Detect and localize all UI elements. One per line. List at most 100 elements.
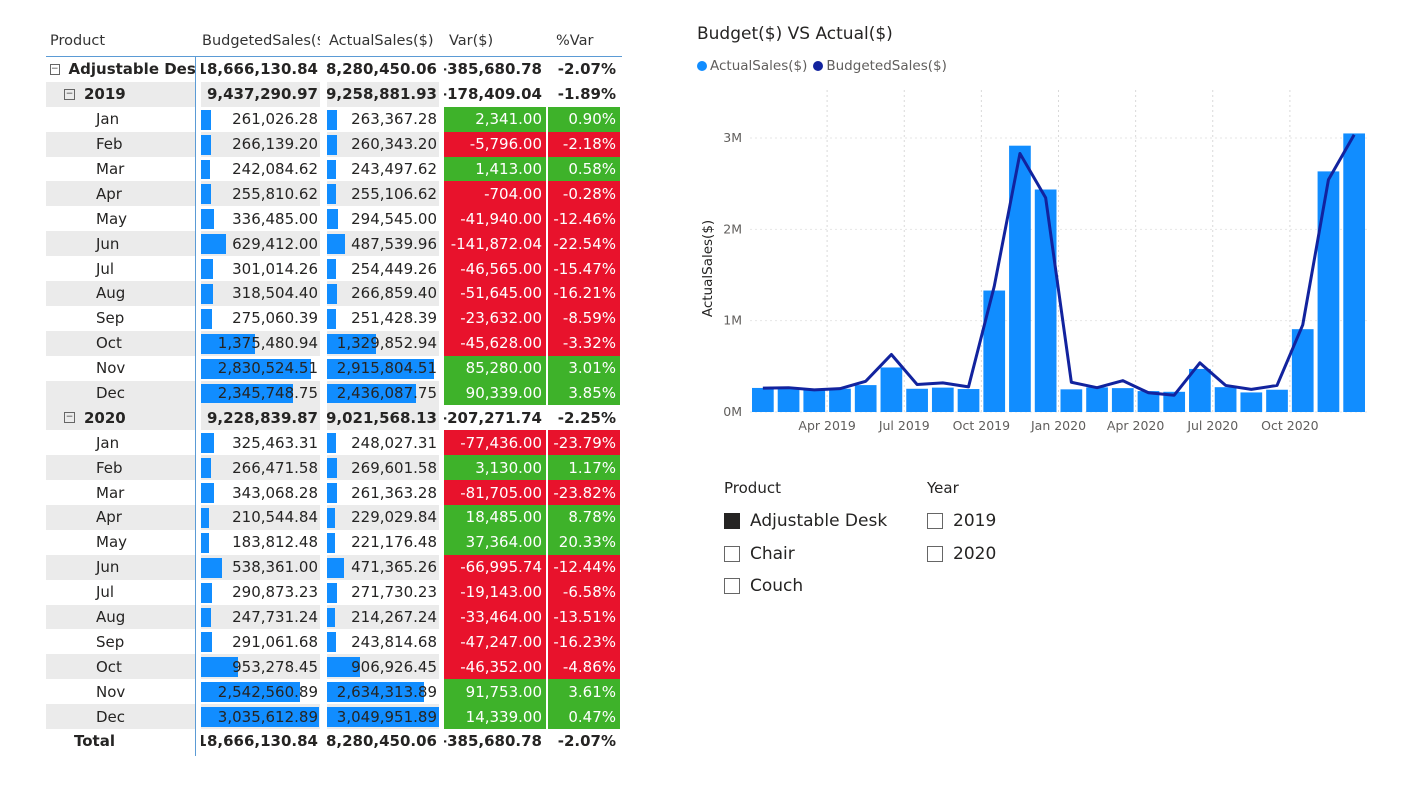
checkbox-icon[interactable] (724, 578, 740, 595)
actual-sales-bar[interactable] (1343, 133, 1365, 412)
x-tick-label: Apr 2019 (798, 418, 855, 433)
actual-data-bar (327, 607, 335, 628)
actual-sales-bar[interactable] (1291, 329, 1314, 412)
var-cell: -33,464.00 (444, 604, 546, 630)
actual-sales-bar[interactable] (1009, 145, 1031, 412)
product-option[interactable]: Couch (724, 570, 887, 603)
actual-data-bar (327, 682, 424, 703)
actual-sales-bar[interactable] (803, 389, 826, 412)
header-actual-sales[interactable]: ActualSales($) (329, 33, 434, 49)
checkbox-icon[interactable] (927, 545, 943, 562)
product-option[interactable]: Chair (724, 538, 887, 571)
collapse-icon[interactable]: − (64, 412, 75, 424)
header-var[interactable]: Var($) (449, 33, 494, 49)
checkbox-icon[interactable] (927, 513, 943, 530)
collapse-icon[interactable]: − (64, 88, 75, 100)
checkbox-icon[interactable] (724, 545, 740, 562)
actual-sales-cell: 266,859.40 (327, 281, 439, 306)
budgeted-sales-cell: 290,873.23 (201, 580, 320, 605)
budgeted-sales-cell: 325,463.31 (201, 430, 320, 455)
budgeted-value: 538,361.00 (232, 558, 318, 577)
header-budgeted-sales[interactable]: BudgetedSales($) (202, 33, 320, 49)
var-cell: 18,485.00 (444, 505, 546, 530)
row-label-cell: Oct (46, 330, 196, 356)
row-label: 2019 (84, 85, 126, 104)
product-option[interactable]: Adjustable Desk (724, 505, 887, 538)
var-cell: -19,143.00 (444, 579, 546, 605)
var-cell: -45,628.00 (444, 330, 546, 356)
x-tick-label: Jul 2019 (878, 418, 930, 433)
actual-sales-bar[interactable] (854, 385, 877, 412)
actual-sales-bar[interactable] (1163, 391, 1186, 412)
actual-sales-bar[interactable] (931, 387, 954, 412)
budgeted-value: 336,485.00 (232, 209, 318, 228)
row-label-cell: Nov (46, 679, 196, 704)
actual-sales-bar[interactable] (829, 388, 851, 412)
x-tick-label: Apr 2020 (1107, 418, 1164, 433)
actual-sales-bar[interactable] (1189, 368, 1211, 412)
row-label: Jul (96, 259, 115, 278)
legend-label-actual: ActualSales($) (710, 58, 808, 74)
actual-sales-bar[interactable] (1317, 171, 1340, 412)
actual-value: 255,106.62 (351, 184, 437, 203)
row-label: Jun (96, 558, 120, 577)
budgeted-sales-cell: 9,437,290.97 (201, 81, 320, 107)
row-label: Jun (96, 234, 120, 253)
row-label-cell: May (46, 206, 196, 231)
actual-value: 229,029.84 (351, 508, 437, 527)
matrix-month-row: Jan 325,463.31 248,027.31 -77,436.00 -23.79% (46, 430, 622, 456)
actual-sales-bar[interactable] (957, 389, 980, 412)
var-cell: -46,352.00 (444, 654, 546, 680)
budgeted-data-bar (201, 483, 215, 504)
combo-chart[interactable]: 0M 1M 2M 3M ActualSales($) Apr 2019 Jul 2019 Oc… (690, 85, 1390, 445)
year-option[interactable]: 2019 (927, 505, 996, 538)
matrix-month-row: Nov 2,542,560.89 2,634,313.89 91,753.00 3.61… (46, 679, 622, 705)
actual-sales-bar[interactable] (1034, 189, 1057, 412)
product-option-label: Adjustable Desk (750, 511, 888, 532)
row-label: Mar (96, 160, 125, 178)
budgeted-sales-cell: 3,035,612.89 (201, 704, 320, 730)
actual-sales-bar[interactable] (1214, 387, 1237, 412)
matrix-month-row: Jul 290,873.23 271,730.23 -19,143.00 -6.58% (46, 579, 622, 605)
collapse-icon[interactable]: − (50, 63, 60, 75)
pct-var-cell: -2.07% (557, 60, 616, 79)
actual-sales-bar[interactable] (777, 388, 800, 412)
matrix-month-row: May 183,812.48 221,176.48 37,364.00 20.33% (46, 529, 622, 555)
checkbox-checked-icon[interactable] (724, 513, 740, 530)
actual-sales-bar[interactable] (1060, 389, 1083, 412)
pct-var-cell: 0.47% (548, 704, 620, 730)
matrix-month-row: Sep 291,061.68 243,814.68 -47,247.00 -16.23% (46, 629, 622, 655)
header-pct-var[interactable]: %Var (556, 33, 594, 49)
actual-sales-cell: 251,428.39 (327, 306, 439, 331)
row-label-cell: Apr (46, 505, 196, 530)
matrix-body: − Adjustable Desk 18,666,130.84 18,280,450.… (46, 57, 622, 754)
actual-sales-bar[interactable] (1137, 391, 1160, 412)
var-cell: 2,341.00 (444, 106, 546, 132)
year-option[interactable]: 2020 (927, 538, 996, 571)
actual-sales-bar[interactable] (906, 388, 928, 412)
legend-item-actual[interactable]: ActualSales($) (697, 58, 807, 74)
actual-sales-bar[interactable] (983, 290, 1006, 412)
row-label: Nov (96, 682, 126, 701)
year-option-label: 2020 (953, 543, 997, 564)
actual-sales-bar[interactable] (1266, 389, 1288, 412)
actual-sales-bar[interactable] (1240, 392, 1263, 412)
row-label-cell: Jun (46, 231, 196, 257)
budgeted-data-bar (201, 184, 211, 205)
header-product[interactable]: Product (50, 33, 106, 49)
budgeted-value: 290,873.23 (232, 583, 318, 602)
actual-data-bar (327, 707, 439, 728)
y-tick-label: 1M (723, 313, 742, 328)
actual-sales-bar[interactable] (1111, 388, 1134, 412)
actual-value: 2,915,804.51 (336, 359, 437, 378)
actual-sales-cell: 2,634,313.89 (327, 679, 439, 704)
actual-sales-cell: 2,436,087.75 (327, 380, 439, 406)
var-cell: 1,413.00 (444, 156, 546, 182)
legend-item-budgeted[interactable]: BudgetedSales($) (813, 58, 947, 74)
actual-sales-bar[interactable] (880, 367, 903, 412)
actual-sales-bar[interactable] (752, 387, 774, 412)
matrix-month-row: Jun 629,412.00 487,539.96 -141,872.04 -22.54… (46, 231, 622, 257)
matrix-month-row: Jun 538,361.00 471,365.26 -66,995.74 -12.44% (46, 554, 622, 580)
actual-sales-bar[interactable] (1086, 387, 1108, 412)
var-cell: -385,680.78 (444, 732, 542, 751)
